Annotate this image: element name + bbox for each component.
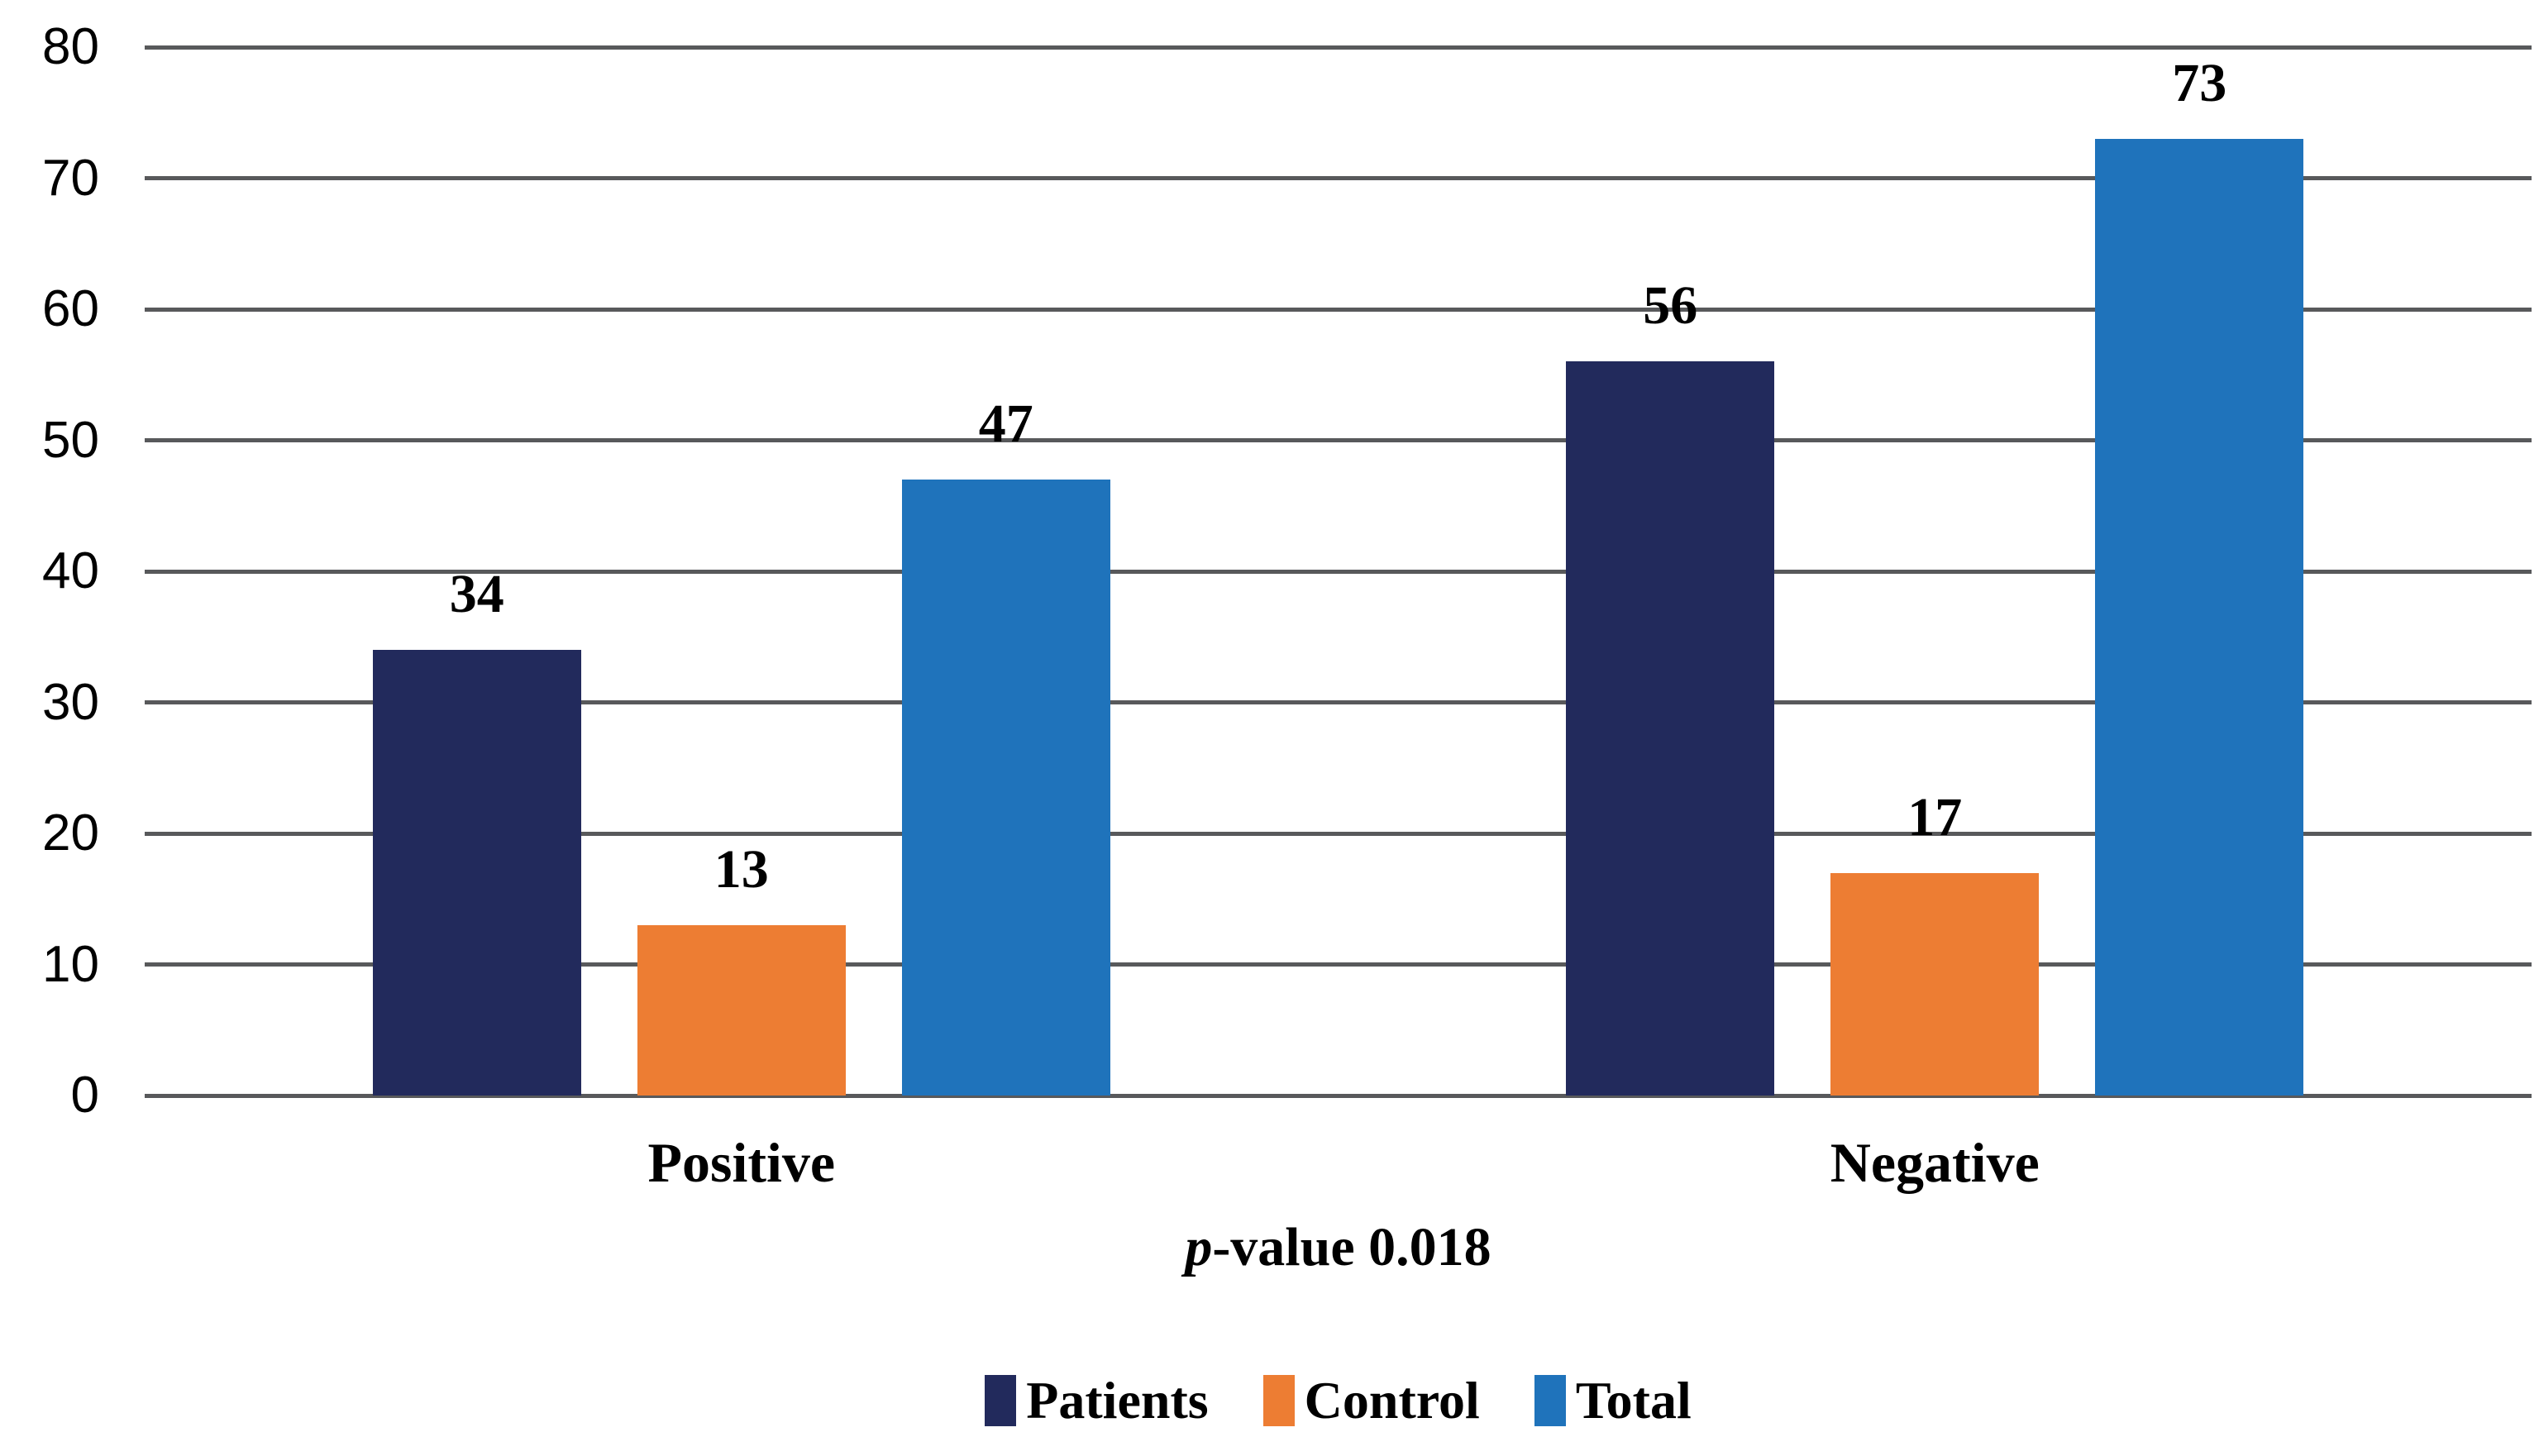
data-label-total-positive: 47 (978, 394, 1033, 455)
bar-patients-positive (372, 650, 581, 1096)
gridline-70 (145, 176, 2532, 180)
p-value-caption: p-value 0.018 (145, 1220, 2532, 1275)
p-value-italic-p: p (1185, 1217, 1213, 1277)
legend-swatch-control (1262, 1375, 1295, 1426)
bar-patients-negative (1566, 361, 1775, 1096)
gridline-80 (145, 45, 2532, 50)
bar-total-positive (901, 480, 1110, 1096)
legend-item-control: Control (1262, 1371, 1480, 1430)
bar-total-negative (2095, 138, 2304, 1096)
y-axis-tick-label: 0 (70, 1067, 99, 1124)
plot-area: 34 13 47 56 17 73 (145, 45, 2532, 1098)
legend: Patients Control Total (145, 1374, 2532, 1427)
data-label-total-negative: 73 (2172, 52, 2227, 113)
legend-item-patients: Patients (985, 1371, 1209, 1430)
legend-label-control: Control (1304, 1371, 1480, 1430)
gridline-10 (145, 962, 2532, 967)
y-axis-tick-label: 80 (42, 18, 99, 75)
data-label-control-negative: 17 (1907, 786, 1963, 847)
category-label-positive: Positive (647, 1131, 836, 1194)
y-axis-tick-label: 50 (42, 411, 99, 469)
bar-control-negative (1830, 872, 2040, 1096)
gridline-20 (145, 831, 2532, 836)
category-label-negative: Negative (1830, 1131, 2040, 1194)
y-axis-tick-label: 10 (42, 935, 99, 993)
y-axis-tick-label: 70 (42, 149, 99, 207)
legend-label-total: Total (1575, 1371, 1692, 1430)
data-label-control-positive: 13 (713, 838, 769, 900)
y-axis-tick-label: 30 (42, 673, 99, 731)
p-value-text: -value 0.018 (1212, 1217, 1491, 1277)
gridline-60 (145, 307, 2532, 312)
y-axis-tick-label: 40 (42, 542, 99, 599)
legend-item-total: Total (1534, 1374, 1692, 1427)
y-axis-tick-label: 20 (42, 804, 99, 862)
gridline-30 (145, 700, 2532, 704)
gridline-50 (145, 438, 2532, 442)
y-axis-tick-label: 60 (42, 280, 99, 337)
data-label-patients-positive: 34 (449, 564, 504, 625)
gridline-0 (145, 1093, 2532, 1098)
legend-label-patients: Patients (1026, 1371, 1209, 1430)
legend-swatch-patients (985, 1375, 1017, 1426)
data-label-patients-negative: 56 (1643, 275, 1698, 337)
legend-swatch-total (1534, 1375, 1566, 1426)
bar-control-positive (637, 924, 846, 1096)
gridline-40 (145, 569, 2532, 574)
